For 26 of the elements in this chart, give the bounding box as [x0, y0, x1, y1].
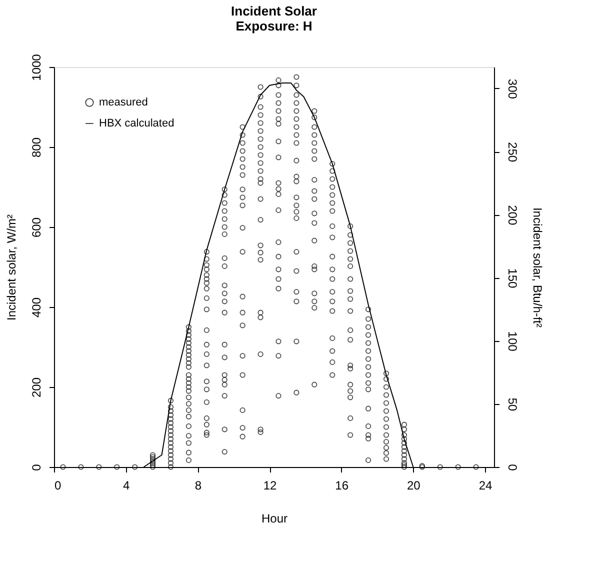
x-axis-title: Hour: [261, 512, 288, 526]
y2-tick-label: 50: [506, 398, 520, 412]
x-tick-label: 12: [263, 478, 278, 492]
y-tick-label: 600: [30, 217, 44, 238]
y-tick-label: 0: [30, 464, 44, 471]
y2-tick-label: 200: [506, 205, 520, 226]
y-tick-label: 400: [30, 297, 44, 318]
x-tick-label: 0: [54, 478, 62, 492]
y2-tick-label: 100: [506, 331, 520, 352]
y2-axis-title: Incident solar, Btu/h-ft²: [530, 207, 544, 328]
y-axis-title: Incident solar, W/m²: [4, 214, 18, 321]
y2-tick-label: 250: [506, 142, 520, 162]
y-tick-label: 800: [30, 137, 44, 158]
x-tick-label: 4: [122, 478, 130, 492]
y2-tick-label: 300: [506, 78, 520, 100]
y2-tick-label: 150: [506, 268, 520, 289]
y2-tick-label: 0: [506, 464, 520, 472]
x-tick-label: 16: [335, 478, 349, 492]
x-tick-label: 8: [194, 478, 202, 492]
legend-label: HBX calculated: [99, 118, 174, 130]
chart-title: Incident Solar Exposure: H: [231, 4, 317, 34]
y-tick-label: 200: [30, 377, 44, 398]
x-tick-label: 24: [478, 478, 493, 492]
x-tick-label: 20: [407, 478, 421, 492]
legend-label: measured: [99, 96, 148, 108]
y-tick-label: 1000: [30, 54, 44, 81]
